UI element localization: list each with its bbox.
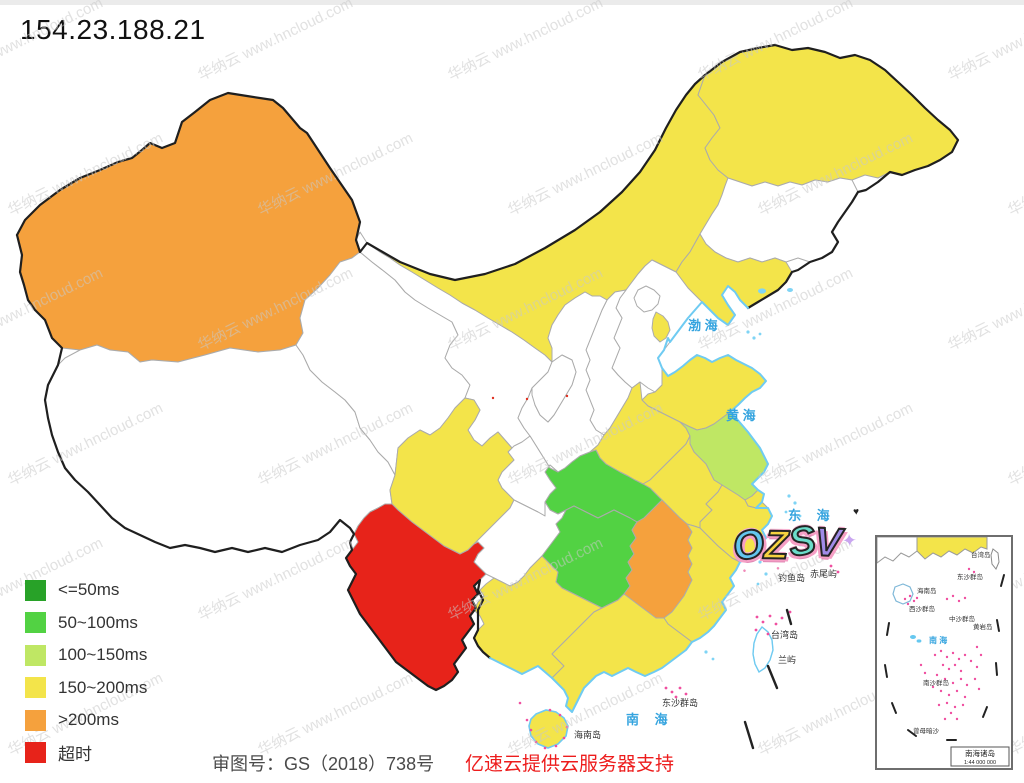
inset-scale: 1:44 000 000 — [964, 760, 996, 766]
legend-swatch-150-200 — [25, 677, 46, 699]
legend-label: 50~100ms — [58, 612, 138, 632]
top-divider — [0, 0, 1024, 5]
legend-swatch-le50 — [25, 579, 46, 601]
page-title: 154.23.188.21 — [20, 14, 206, 45]
offshore-islets — [704, 288, 808, 661]
inset-label-xisha: 西沙群岛 — [909, 604, 935, 613]
legend-label: 100~150ms — [58, 645, 148, 665]
inset-label-huangyan: 黄岩岛 — [973, 622, 993, 631]
label-diaoyudao: 钓鱼岛 — [778, 572, 805, 583]
border-north — [15, 43, 960, 310]
legend-swatch-100-150 — [25, 644, 46, 666]
hearts-icon: ♥ — [852, 506, 860, 518]
capital-dots — [491, 394, 569, 401]
sticker-letter: O — [728, 519, 770, 571]
legend-swatch-timeout — [25, 742, 46, 764]
legend-label: 超时 — [58, 745, 92, 765]
inset-label-dongsha: 东沙群岛 — [957, 572, 983, 581]
inset-coast-guangdong — [916, 536, 988, 560]
inset-label-taiwan: 台湾岛 — [971, 550, 991, 559]
sparkle-icon: ✦ — [841, 530, 858, 552]
legend-row: 超时 — [25, 737, 147, 770]
inset-island-dots — [903, 567, 983, 721]
legend-label: <=50ms — [58, 580, 120, 600]
legend-row: 100~150ms — [25, 639, 147, 672]
inset-sea-label: 南 海 — [929, 635, 947, 645]
inset-label-zengmu: 曾母暗沙 — [913, 726, 940, 735]
inset-label-zhongsha: 中沙群岛 — [949, 614, 975, 623]
ozsv-sticker: OZSV✦ ♥ • • — [728, 506, 860, 575]
province-heilongjiang — [697, 44, 959, 187]
nine-dash-line — [743, 608, 793, 750]
south-china-sea-inset: 台湾岛 东沙群岛 海南岛 西沙群岛 中沙群岛 黄岩岛 南沙群岛 曾母暗沙 南 海… — [875, 535, 1013, 770]
label-chiweiyu: 赤尾屿 — [810, 569, 837, 579]
legend-label: >200ms — [58, 710, 119, 730]
legend-row: >200ms — [25, 704, 147, 737]
inset-label-nansha: 南沙群岛 — [923, 678, 949, 687]
hainan-coast — [528, 709, 569, 749]
inset-title: 南海诸岛 — [965, 748, 995, 758]
taiwan-coast — [752, 625, 774, 674]
beijing-outline — [633, 285, 661, 313]
pink-island-dots — [518, 564, 840, 750]
map-license-number: 审图号：GS（2018）738号 — [212, 754, 435, 774]
inset-label-hainan: 海南岛 — [917, 586, 937, 595]
inset-hainan — [892, 583, 914, 605]
sea-label-nanhai: 南 海 — [626, 712, 674, 727]
sea-label-bohai: 渤 海 — [688, 318, 718, 333]
sponsor-caption: 亿速云提供云服务器支持 — [465, 754, 675, 775]
inset-coast-west — [876, 536, 918, 564]
inset-title-box — [950, 746, 1010, 767]
sea-label-donghai: 东 海 — [788, 508, 836, 523]
label-hainandao: 海南岛 — [574, 729, 601, 740]
coastline — [489, 285, 773, 713]
sea-label-huanghai: 黄 海 — [726, 408, 756, 423]
label-lanyu: 兰屿 — [778, 654, 796, 665]
inset-taiwan — [990, 548, 1000, 570]
border-southwest — [15, 233, 492, 692]
sticker-letter: Z — [763, 522, 790, 568]
sticker-letter: V — [813, 519, 844, 566]
label-dongsha: 东沙群岛 — [662, 697, 698, 708]
inset-nine-dash — [884, 574, 1005, 741]
latency-legend: <=50ms 50~100ms 100~150ms 150~200ms >200… — [25, 574, 147, 769]
inset-blue-islets — [910, 635, 922, 643]
legend-row: 150~200ms — [25, 672, 147, 705]
legend-row: 50~100ms — [25, 607, 147, 640]
province-shaanxi — [517, 291, 608, 473]
legend-swatch-gt200 — [25, 709, 46, 731]
province-ningxia — [531, 354, 577, 423]
legend-label: 150~200ms — [58, 677, 148, 697]
tianjin-outline — [651, 311, 671, 343]
label-taiwandao: 台湾岛 — [771, 629, 798, 640]
legend-row: <=50ms — [25, 574, 147, 607]
legend-swatch-50-100 — [25, 612, 46, 634]
